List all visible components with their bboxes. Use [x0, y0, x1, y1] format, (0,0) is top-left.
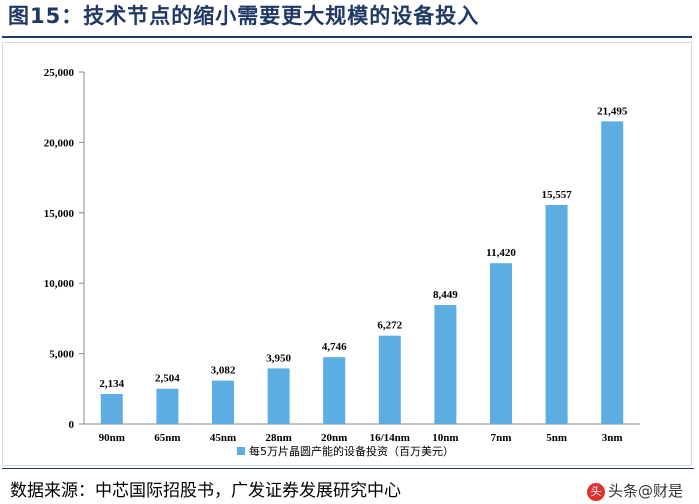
- watermark-logo-icon: 头: [587, 482, 605, 501]
- legend-swatch: [237, 447, 245, 455]
- legend-label: 每5万片晶圆产能的设备投资（百万美元）: [249, 444, 454, 458]
- bar: [490, 263, 512, 424]
- x-tick-label: 10nm: [432, 432, 458, 444]
- figure-title: 图15：技术节点的缩小需要更大规模的设备投入: [8, 4, 480, 28]
- bar-value-label: 4,746: [322, 341, 347, 353]
- bar-value-label: 8,449: [433, 289, 458, 301]
- chart-frame: [2, 42, 692, 466]
- bar-value-label: 2,134: [99, 378, 124, 390]
- x-tick-label: 65nm: [154, 432, 180, 444]
- y-tick-label: 20,000: [44, 137, 75, 149]
- y-tick-label: 0: [69, 419, 75, 431]
- footer-divider: [2, 468, 694, 469]
- y-tick-label: 5,000: [49, 349, 74, 361]
- x-tick-label: 20nm: [321, 432, 347, 444]
- x-tick-label: 90nm: [99, 432, 125, 444]
- x-tick-label: 3nm: [602, 432, 623, 444]
- bar: [545, 204, 568, 424]
- bar: [323, 357, 346, 424]
- data-source: 数据来源：中芯国际招股书，广发证券发展研究中心: [10, 481, 401, 501]
- bar-value-label: 3,082: [211, 365, 236, 377]
- x-tick-label: 16/14nm: [370, 432, 410, 444]
- title-divider: [2, 36, 692, 38]
- y-tick-label: 25,000: [44, 67, 75, 79]
- bar-value-label: 6,272: [377, 320, 402, 332]
- bar: [212, 380, 234, 424]
- watermark: 头头条@财是: [587, 480, 683, 501]
- x-tick-label: 45nm: [210, 432, 236, 444]
- watermark-text: 头条@财是: [608, 482, 684, 500]
- x-tick-label: 5nm: [546, 432, 567, 444]
- y-tick-label: 15,000: [44, 208, 75, 220]
- bar-value-label: 11,420: [486, 247, 516, 259]
- bar: [100, 393, 123, 424]
- bar-value-label: 3,950: [266, 352, 291, 364]
- bar: [156, 388, 179, 424]
- x-tick-label: 7nm: [491, 432, 512, 444]
- bar: [378, 335, 401, 424]
- bar: [601, 121, 624, 424]
- bar-value-label: 15,557: [541, 189, 572, 201]
- y-tick-label: 10,000: [44, 278, 75, 290]
- x-tick-label: 28nm: [265, 432, 291, 444]
- bar: [434, 305, 457, 424]
- bar-value-label: 21,495: [597, 105, 628, 117]
- bar-value-label: 2,504: [155, 373, 180, 385]
- bar: [267, 368, 290, 424]
